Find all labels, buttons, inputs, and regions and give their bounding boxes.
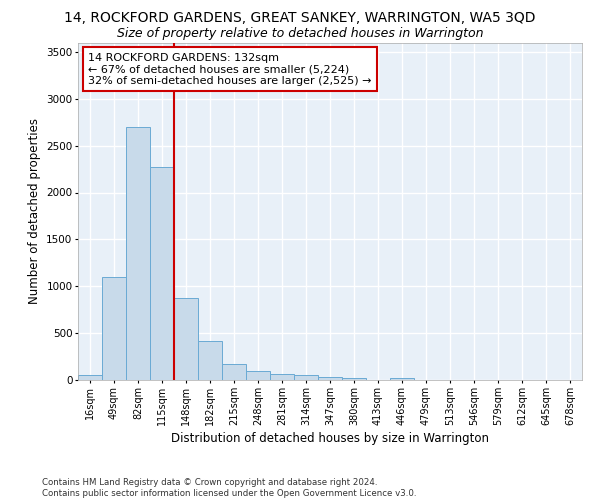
Text: Contains HM Land Registry data © Crown copyright and database right 2024.
Contai: Contains HM Land Registry data © Crown c… <box>42 478 416 498</box>
Text: Size of property relative to detached houses in Warrington: Size of property relative to detached ho… <box>117 28 483 40</box>
Bar <box>390 378 414 380</box>
Bar <box>270 374 294 380</box>
Bar <box>318 376 342 380</box>
X-axis label: Distribution of detached houses by size in Warrington: Distribution of detached houses by size … <box>171 432 489 445</box>
Text: 14, ROCKFORD GARDENS, GREAT SANKEY, WARRINGTON, WA5 3QD: 14, ROCKFORD GARDENS, GREAT SANKEY, WARR… <box>64 12 536 26</box>
Bar <box>198 341 222 380</box>
Text: 14 ROCKFORD GARDENS: 132sqm
← 67% of detached houses are smaller (5,224)
32% of : 14 ROCKFORD GARDENS: 132sqm ← 67% of det… <box>88 52 371 86</box>
Bar <box>102 277 126 380</box>
Bar <box>342 378 366 380</box>
Bar <box>222 364 246 380</box>
Bar <box>246 371 270 380</box>
Bar <box>126 127 150 380</box>
Bar <box>174 298 198 380</box>
Bar <box>150 167 174 380</box>
Bar <box>78 376 102 380</box>
Y-axis label: Number of detached properties: Number of detached properties <box>28 118 41 304</box>
Bar <box>294 376 318 380</box>
